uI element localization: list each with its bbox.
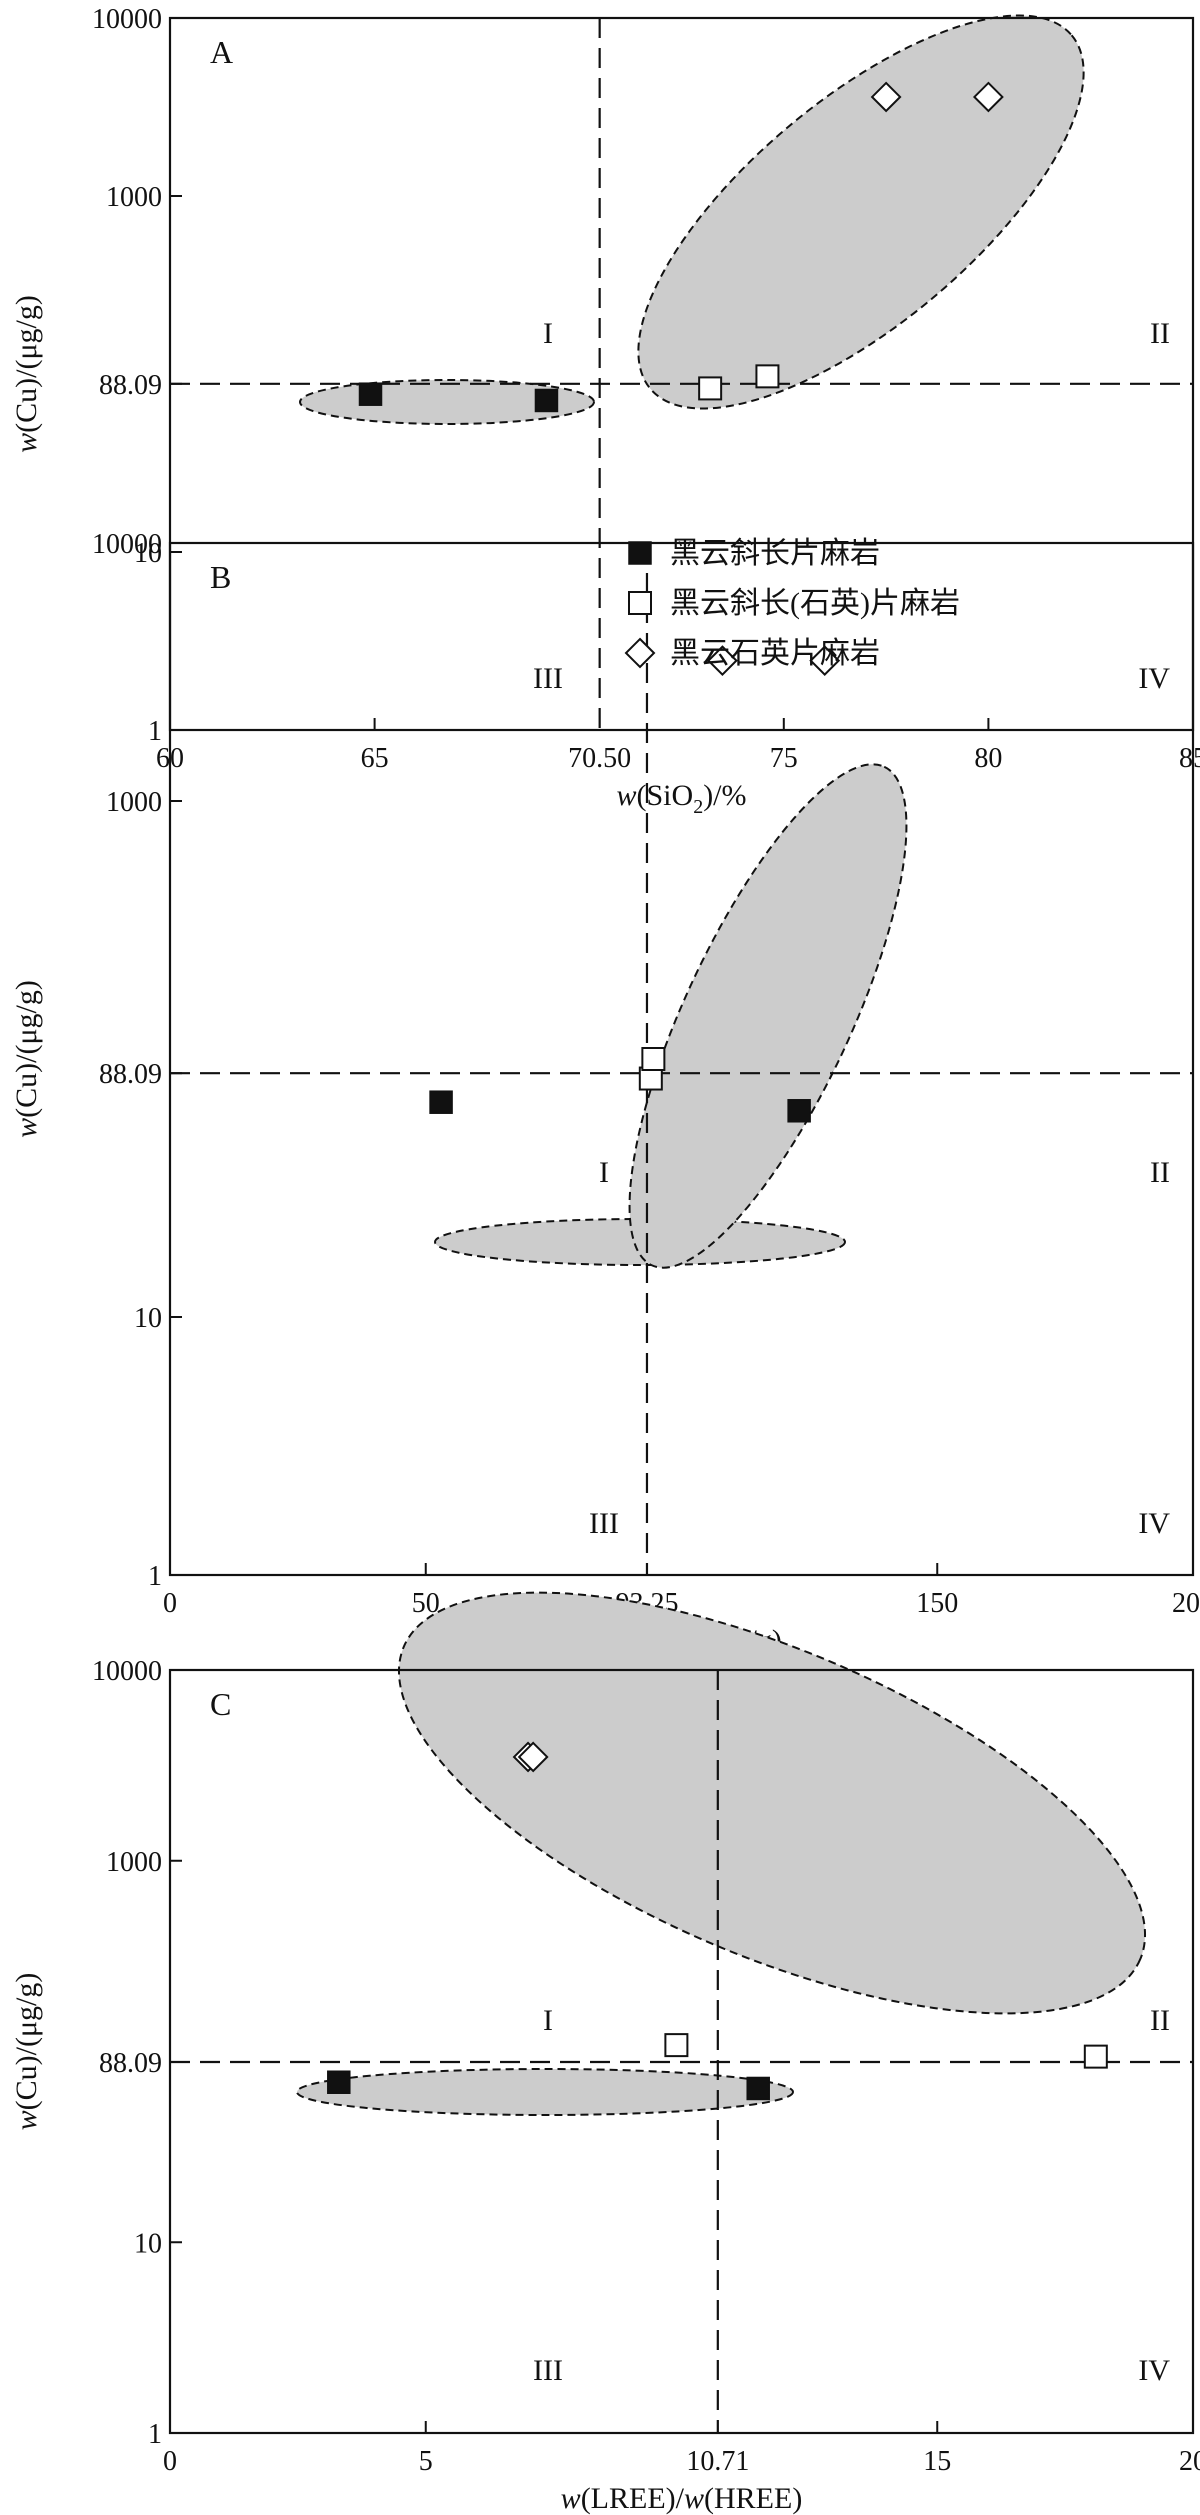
x-tick-label: 15 bbox=[923, 2446, 951, 2477]
quadrant-label-i: I bbox=[543, 317, 553, 350]
data-point-open-diamond bbox=[972, 81, 1004, 113]
y-threshold-label: 88.09 bbox=[99, 1059, 162, 1090]
y-threshold-label: 88.09 bbox=[99, 2048, 162, 2079]
data-point-filled-square bbox=[746, 2076, 770, 2101]
y-threshold-label: 88.09 bbox=[99, 370, 162, 401]
y-axis-title: w(Cu)/(μg/g) bbox=[10, 295, 43, 453]
x-axis-title-var: w bbox=[616, 779, 636, 812]
data-point-filled-square bbox=[534, 388, 559, 413]
data-point-open-diamond bbox=[809, 645, 841, 677]
y-tick-label: 10000 bbox=[92, 1656, 162, 1687]
quadrant-label-i: I bbox=[543, 2004, 553, 2037]
x-axis-title-after: (HREE) bbox=[704, 2482, 802, 2515]
y-axis-title: w(Cu)/(μg/g) bbox=[10, 1973, 43, 2131]
y-axis-title-rest: (Cu)/(μg/g) bbox=[10, 980, 43, 1118]
quadrant-label-iii: III bbox=[533, 2354, 563, 2387]
y-tick-label: 1000 bbox=[106, 182, 162, 213]
y-axis-title-var: w bbox=[10, 1118, 43, 1138]
quadrant-label-ii: II bbox=[1150, 2004, 1170, 2037]
data-point-filled-square bbox=[327, 2070, 351, 2094]
x-tick-label: 80 bbox=[974, 743, 1002, 774]
y-tick-label: 1 bbox=[148, 716, 162, 747]
x-axis-title-rest: (SiO bbox=[637, 779, 694, 812]
quadrant-label-ii: II bbox=[1150, 317, 1170, 350]
legend-label: 黑云斜长(石英)片麻岩 bbox=[670, 587, 960, 620]
panel-label: C bbox=[210, 1686, 231, 1722]
x-tick-label: 200 bbox=[1172, 1588, 1200, 1619]
y-tick-label: 1000 bbox=[106, 787, 162, 818]
x-tick-label: 150 bbox=[916, 1588, 958, 1619]
grouping-ellipse-2 bbox=[637, 14, 1085, 410]
panel-label: B bbox=[210, 559, 231, 595]
data-point-open-square bbox=[698, 376, 723, 401]
quadrant-label-iii: III bbox=[589, 1507, 619, 1540]
y-tick-label: 1 bbox=[148, 2419, 162, 2450]
data-point-open-diamond bbox=[707, 645, 738, 677]
legend-label: 黑云石英片麻岩 bbox=[670, 637, 880, 670]
x-axis-title-var2: w bbox=[684, 2482, 704, 2515]
panel-label: A bbox=[210, 34, 233, 70]
x-axis-title-var: w bbox=[561, 2482, 581, 2515]
data-point-open-diamond bbox=[517, 1741, 549, 1773]
quadrant-label-ii: II bbox=[1150, 1156, 1170, 1189]
legend-marker-filled-square bbox=[628, 541, 652, 565]
legend-marker-open-diamond bbox=[624, 637, 656, 669]
legend-label: 黑云斜长片麻岩 bbox=[670, 537, 880, 570]
quadrant-label-iii: III bbox=[533, 662, 563, 695]
x-axis-title: w(LREE)/w(HREE) bbox=[561, 2482, 803, 2515]
x-tick-label: 5 bbox=[419, 2446, 433, 2477]
y-axis-title-var: w bbox=[10, 433, 43, 453]
x-axis-title-rest: (LREE)/ bbox=[581, 2482, 685, 2515]
data-point-filled-square bbox=[787, 1099, 811, 1123]
grouping-ellipse-2 bbox=[628, 763, 908, 1269]
x-threshold-label: 10.71 bbox=[686, 2446, 749, 2477]
x-tick-label: 20 bbox=[1179, 2446, 1200, 2477]
data-point-open-square bbox=[1083, 2044, 1108, 2069]
legend-marker-open-square bbox=[628, 591, 652, 615]
y-tick-label: 10 bbox=[134, 1303, 162, 1334]
y-tick-label: 10 bbox=[134, 2228, 162, 2259]
grouping-ellipse-1 bbox=[296, 2068, 794, 2116]
y-axis-title: w(Cu)/(μg/g) bbox=[10, 980, 43, 1138]
x-axis-title-after: )/% bbox=[703, 779, 746, 812]
y-axis-title-rest: (Cu)/(μg/g) bbox=[10, 1973, 43, 2111]
data-point-open-square bbox=[755, 364, 780, 389]
plot-frame bbox=[168, 16, 1195, 732]
x-tick-label: 75 bbox=[770, 743, 798, 774]
y-tick-label: 1000 bbox=[106, 1847, 162, 1878]
grouping-ellipse-2 bbox=[397, 1591, 1147, 2015]
chart-panel-b: 11010001000088.0905015020093.25w(Cu)/(μg… bbox=[10, 529, 1200, 1657]
quadrant-label-iv: IV bbox=[1138, 1507, 1170, 1540]
x-threshold-label: 70.50 bbox=[568, 743, 631, 774]
y-tick-label: 1 bbox=[148, 1561, 162, 1592]
y-tick-label: 10 bbox=[134, 538, 162, 569]
data-point-open-square bbox=[664, 2033, 689, 2058]
data-point-open-diamond bbox=[870, 81, 902, 113]
plot-frame bbox=[168, 541, 1195, 1577]
x-axis-title: w(SiO2)/% bbox=[616, 779, 746, 818]
x-axis-title-sub: 2 bbox=[693, 796, 703, 818]
data-point-filled-square bbox=[358, 382, 383, 406]
x-tick-label: 85 bbox=[1179, 743, 1200, 774]
y-axis-title-var: w bbox=[10, 2110, 43, 2130]
data-point-filled-square bbox=[429, 1090, 453, 1114]
x-tick-label: 65 bbox=[361, 743, 389, 774]
plot-frame bbox=[168, 1668, 1195, 2435]
quadrant-label-iv: IV bbox=[1138, 662, 1170, 695]
data-point-open-square bbox=[641, 1047, 666, 1071]
x-tick-label: 0 bbox=[163, 2446, 177, 2477]
x-tick-label: 0 bbox=[163, 1588, 177, 1619]
quadrant-label-i: I bbox=[599, 1156, 609, 1189]
y-tick-label: 10000 bbox=[92, 4, 162, 35]
y-tick-label: 10000 bbox=[92, 529, 162, 560]
y-axis-title-rest: (Cu)/(μg/g) bbox=[10, 295, 43, 433]
quadrant-label-iv: IV bbox=[1138, 2354, 1170, 2387]
